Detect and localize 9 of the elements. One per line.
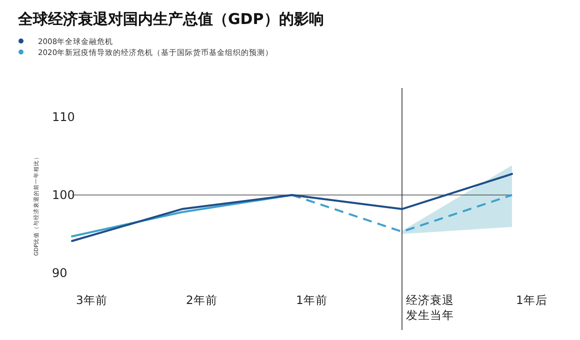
x-tick-label: 3年前 (76, 293, 108, 307)
x-tick-label: 1年前 (296, 293, 328, 307)
y-tick-label: 100 (52, 188, 75, 202)
x-tick-label: 1年后 (516, 293, 548, 307)
x-tick-label: 经济衰退发生当年 (406, 293, 454, 322)
chart-title: 全球经济衰退对国内生产总值（GDP）的影响 (17, 10, 324, 28)
x-tick-label: 2年前 (186, 293, 218, 307)
y-tick-label: 110 (52, 110, 75, 124)
y-tick-label: 90 (52, 266, 68, 280)
